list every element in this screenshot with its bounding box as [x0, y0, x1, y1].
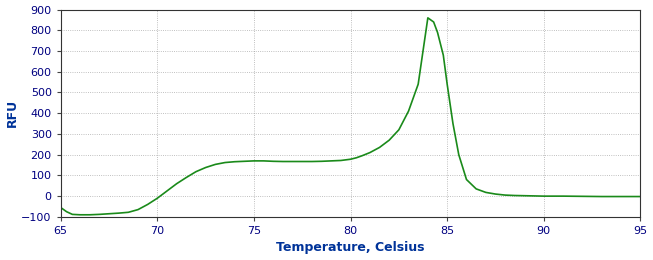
Y-axis label: RFU: RFU: [6, 99, 18, 127]
X-axis label: Temperature, Celsius: Temperature, Celsius: [276, 242, 425, 255]
